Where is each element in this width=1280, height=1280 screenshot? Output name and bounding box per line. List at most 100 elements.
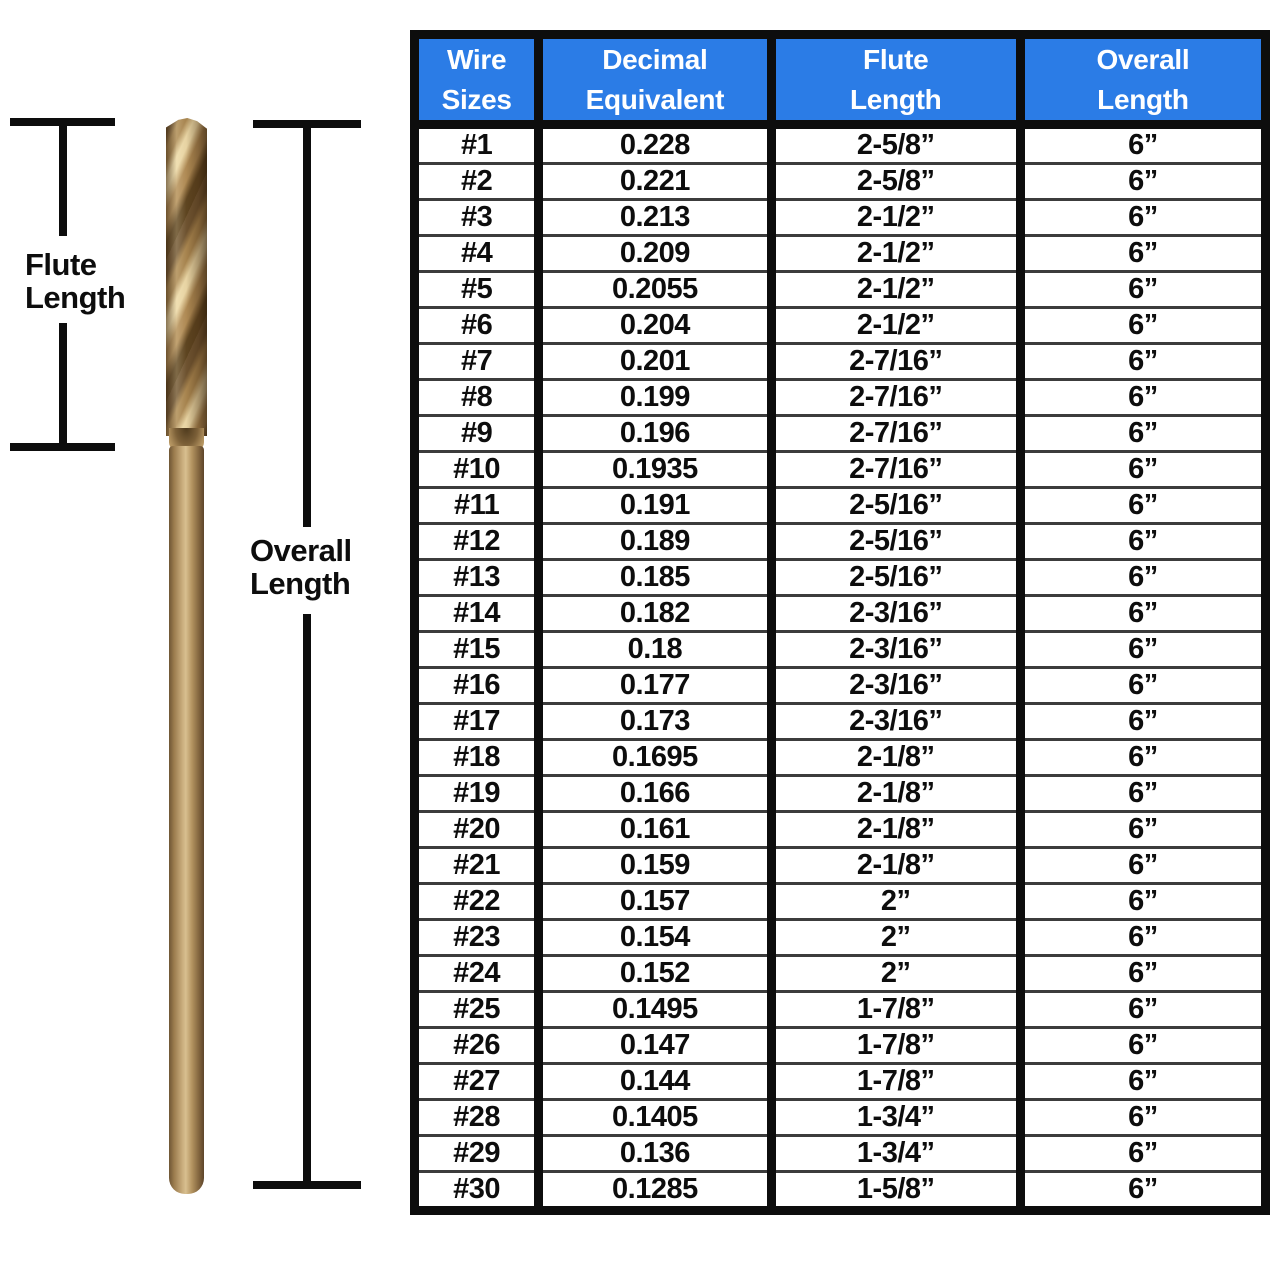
- table-cell: 2-3/16”: [766, 666, 1021, 704]
- column-header-line: Wire: [447, 43, 507, 75]
- table-cell: 6”: [1015, 450, 1266, 488]
- table-cell: 2”: [766, 954, 1021, 992]
- table-cell: 0.191: [534, 486, 772, 524]
- table-cell: #12: [414, 522, 539, 560]
- table-cell: 0.173: [534, 702, 772, 740]
- table-cell: 2-5/16”: [766, 486, 1021, 524]
- table-cell: 6”: [1015, 522, 1266, 560]
- table-cell: #11: [414, 486, 539, 524]
- table-cell: #17: [414, 702, 539, 740]
- table-row: #15 0.18 2-3/16” 6”: [414, 630, 1266, 668]
- table-cell: 6”: [1015, 198, 1266, 236]
- column-header-line: Decimal: [602, 43, 708, 75]
- table-cell: #5: [414, 270, 539, 308]
- table-row: #14 0.182 2-3/16” 6”: [414, 594, 1266, 632]
- table-row: #27 0.144 1-7/8” 6”: [414, 1062, 1266, 1100]
- table-cell: 6”: [1015, 594, 1266, 632]
- table-cell: #16: [414, 666, 539, 704]
- table-row: #7 0.201 2-7/16” 6”: [414, 342, 1266, 380]
- table-row: #28 0.1405 1-3/4” 6”: [414, 1098, 1266, 1136]
- table-cell: #25: [414, 990, 539, 1028]
- table-row: #18 0.1695 2-1/8” 6”: [414, 738, 1266, 776]
- table-cell: #24: [414, 954, 539, 992]
- table-cell: #28: [414, 1098, 539, 1136]
- table-cell: #18: [414, 738, 539, 776]
- table-cell: 0.136: [534, 1134, 772, 1172]
- table-cell: 6”: [1015, 738, 1266, 776]
- table-cell: 0.182: [534, 594, 772, 632]
- table-cell: 0.161: [534, 810, 772, 848]
- flute-length-bottom-tick: [10, 443, 115, 451]
- table-cell: 1-5/8”: [766, 1170, 1021, 1211]
- table-cell: 6”: [1015, 810, 1266, 848]
- table-cell: 6”: [1015, 1098, 1266, 1136]
- column-header-line: Overall: [1096, 43, 1190, 75]
- table-cell: 6”: [1015, 630, 1266, 668]
- table-cell: 2-1/2”: [766, 270, 1021, 308]
- table-cell: 2-1/8”: [766, 738, 1021, 776]
- column-header-line: Flute: [863, 43, 929, 75]
- table-cell: 0.213: [534, 198, 772, 236]
- table-cell: 0.209: [534, 234, 772, 272]
- table-cell: 2”: [766, 882, 1021, 920]
- table-cell: 1-7/8”: [766, 990, 1021, 1028]
- table-cell: 6”: [1015, 1134, 1266, 1172]
- table-cell: 6”: [1015, 918, 1266, 956]
- overall-length-bottom-tick: [253, 1181, 361, 1189]
- table-cell: 0.1495: [534, 990, 772, 1028]
- table-cell: 0.185: [534, 558, 772, 596]
- table-cell: #13: [414, 558, 539, 596]
- table-cell: #10: [414, 450, 539, 488]
- table-row: #16 0.177 2-3/16” 6”: [414, 666, 1266, 704]
- table-cell: #27: [414, 1062, 539, 1100]
- flute-length-upper-line: [59, 118, 67, 236]
- table-cell: 2-5/16”: [766, 522, 1021, 560]
- table-cell: 0.166: [534, 774, 772, 812]
- table-cell: #9: [414, 414, 539, 452]
- column-header-line: Equivalent: [585, 83, 725, 115]
- table-cell: #8: [414, 378, 539, 416]
- table-cell: #21: [414, 846, 539, 884]
- table-row: #26 0.147 1-7/8” 6”: [414, 1026, 1266, 1064]
- table-row: #29 0.136 1-3/4” 6”: [414, 1134, 1266, 1172]
- table-cell: 0.1935: [534, 450, 772, 488]
- table-cell: 2-1/2”: [766, 306, 1021, 344]
- header-row: Wire Sizes Decimal Equivalent Flute Length Ove…: [414, 34, 1266, 129]
- table-cell: 6”: [1015, 234, 1266, 272]
- table-cell: #22: [414, 882, 539, 920]
- table-cell: 0.221: [534, 162, 772, 200]
- table-cell: 0.147: [534, 1026, 772, 1064]
- table-cell: 1-3/4”: [766, 1134, 1021, 1172]
- table-cell: 0.154: [534, 918, 772, 956]
- table-row: #5 0.2055 2-1/2” 6”: [414, 270, 1266, 308]
- column-header-line: Length: [849, 83, 942, 115]
- table-cell: 0.159: [534, 846, 772, 884]
- column-header-overall-length: Overall Length: [1015, 34, 1266, 129]
- table-cell: #7: [414, 342, 539, 380]
- table-cell: 2-1/8”: [766, 846, 1021, 884]
- table-cell: 6”: [1015, 954, 1266, 992]
- table-cell: 2-1/2”: [766, 234, 1021, 272]
- table-row: #23 0.154 2” 6”: [414, 918, 1266, 956]
- table-cell: 6”: [1015, 990, 1266, 1028]
- table-row: #9 0.196 2-7/16” 6”: [414, 414, 1266, 452]
- overall-length-label: Overall Length: [250, 533, 352, 602]
- drill-size-table: Wire Sizes Decimal Equivalent Flute Length Ove…: [410, 30, 1270, 1215]
- column-header-decimal-equivalent: Decimal Equivalent: [534, 34, 772, 129]
- table-row: #4 0.209 2-1/2” 6”: [414, 234, 1266, 272]
- table-cell: #6: [414, 306, 539, 344]
- table-cell: 2-1/2”: [766, 198, 1021, 236]
- table-body: #1 0.228 2-5/8” 6” #2 0.221 2-5/8” 6” #3 0.213 2-1…: [414, 124, 1266, 1211]
- table-cell: 1-7/8”: [766, 1062, 1021, 1100]
- table-cell: 6”: [1015, 666, 1266, 704]
- table-cell: 0.1285: [534, 1170, 772, 1211]
- table-cell: 1-3/4”: [766, 1098, 1021, 1136]
- table-row: #25 0.1495 1-7/8” 6”: [414, 990, 1266, 1028]
- table-cell: 2-7/16”: [766, 342, 1021, 380]
- drill-bit-shank: [169, 446, 204, 1194]
- table-cell: 2-7/16”: [766, 414, 1021, 452]
- column-header-line: Length: [1097, 83, 1189, 115]
- table-row: #21 0.159 2-1/8” 6”: [414, 846, 1266, 884]
- table-cell: 6”: [1015, 1170, 1266, 1211]
